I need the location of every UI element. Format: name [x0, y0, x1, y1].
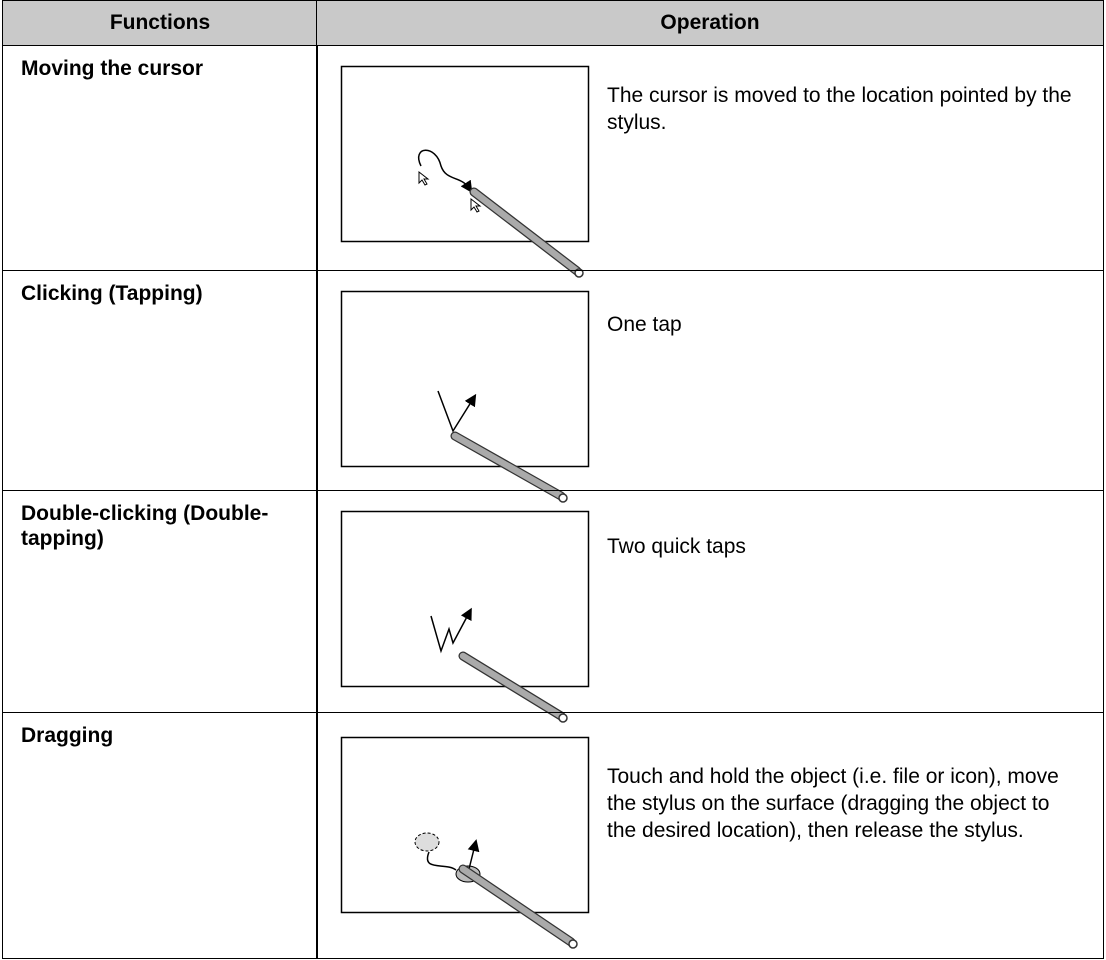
operation-cell: One tap — [316, 270, 1104, 503]
operation-text: One tap — [607, 313, 682, 336]
header-cell: Operation — [316, 0, 1104, 46]
operation-cell: The cursor is moved to the location poin… — [316, 45, 1104, 278]
illustration — [340, 290, 590, 503]
header-cell: Functions — [2, 0, 318, 46]
illustration — [340, 510, 590, 723]
function-cell: Clicking (Tapping) — [2, 270, 318, 491]
operation-text: The cursor is moved to the location poin… — [607, 84, 1072, 134]
function-cell: Double-clicking (Double-tapping) — [2, 490, 318, 713]
operation-text: Touch and hold the object (i.e. file or … — [607, 765, 1059, 842]
function-cell: Dragging — [2, 712, 318, 959]
operation-cell: Two quick taps — [316, 490, 1104, 723]
operation-text: Two quick taps — [607, 535, 746, 558]
illustration — [340, 736, 590, 949]
illustration — [340, 65, 590, 278]
operation-cell: Touch and hold the object (i.e. file or … — [316, 712, 1104, 959]
function-cell: Moving the cursor — [2, 45, 318, 271]
